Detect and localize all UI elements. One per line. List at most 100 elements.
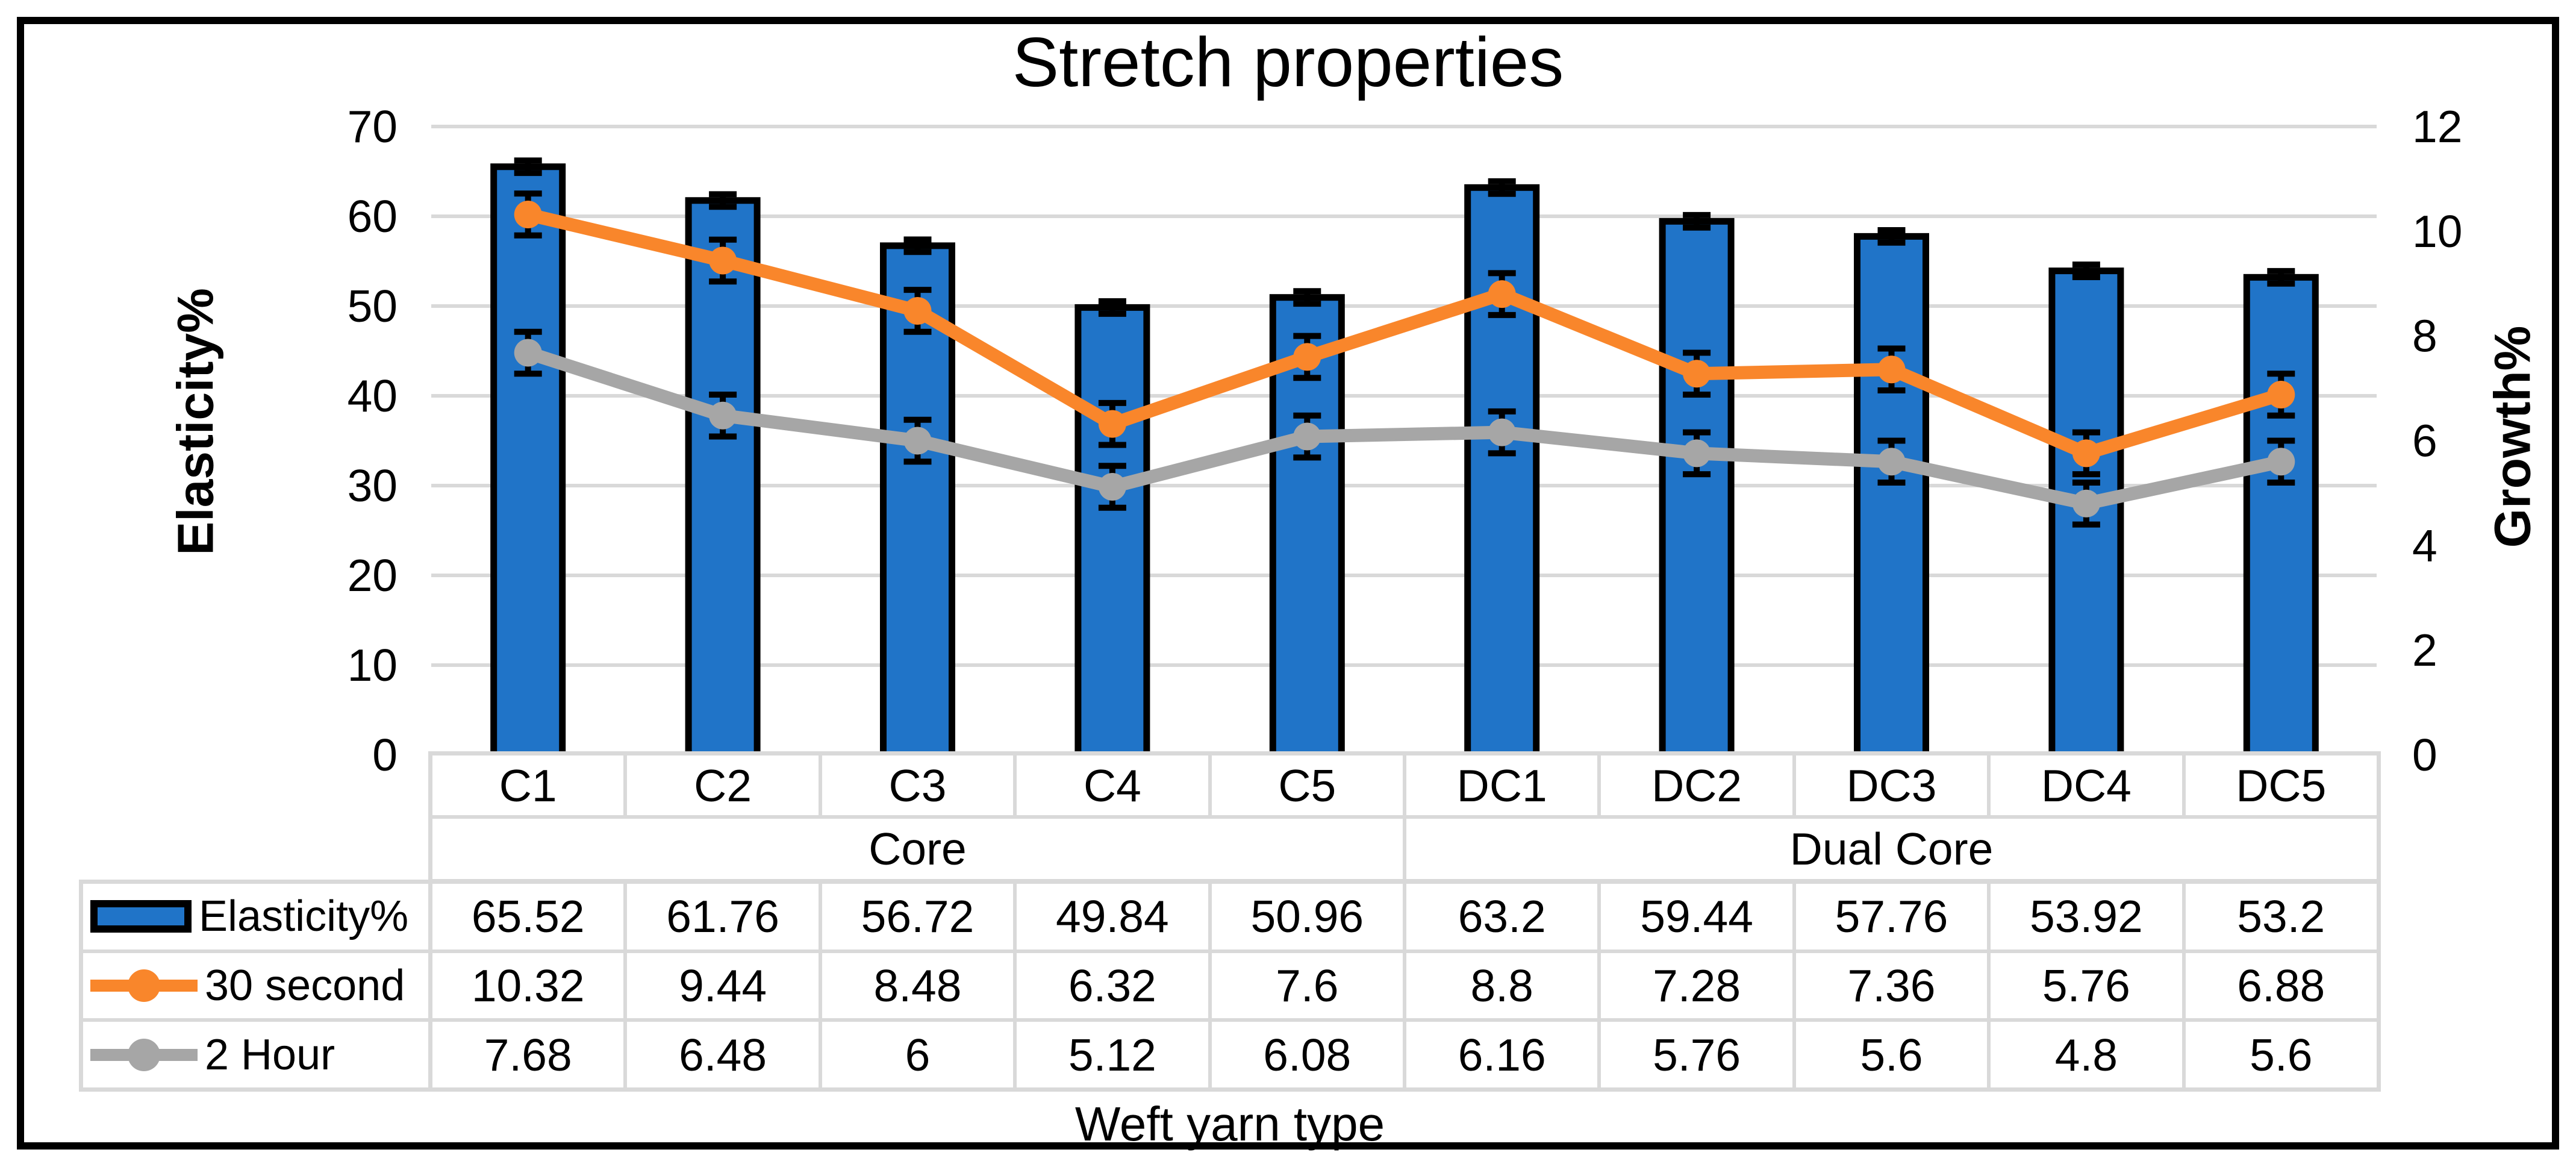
marker-2-hour: [2072, 489, 2100, 518]
left-axis-tick-label: 10: [348, 640, 398, 690]
legend-label: 2 Hour: [205, 1030, 335, 1079]
category-table: C1 C2 C3 C4 C5 DC1 DC2 DC3 DC4 DC5 Core Dual Core: [428, 751, 2381, 883]
right-axis-tick-label: 0: [2412, 730, 2437, 780]
right-axis-tick-label: 2: [2412, 625, 2437, 675]
right-axis-tick-label: 12: [2412, 101, 2462, 152]
legend-column: Elasticity% 30 second 2 Hour: [79, 880, 432, 1092]
line-30-second: [521, 208, 2288, 460]
value-cell-2-hour: 6: [822, 1022, 1014, 1087]
value-cell-2-hour: 5.6: [1795, 1022, 1988, 1087]
category-cell: C3: [822, 755, 1014, 815]
group-cell: Core: [432, 819, 1403, 879]
group-cell: Dual Core: [1406, 819, 2377, 879]
value-cell-30-second: 5.76: [1991, 953, 2182, 1019]
value-cell-elasticity: 53.2: [2185, 884, 2377, 949]
legend-line-swatch: [90, 1037, 198, 1073]
left-axis-tick-label: 20: [348, 550, 398, 601]
marker-2-hour: [903, 427, 932, 455]
category-cell: C4: [1017, 755, 1208, 815]
value-cell-elasticity: 49.84: [1017, 884, 1208, 949]
value-cell-30-second: 8.8: [1406, 953, 1598, 1019]
value-cell-2-hour: 4.8: [1991, 1022, 2182, 1087]
marker-30-second: [1293, 343, 1321, 371]
value-cell-2-hour: 7.68: [432, 1022, 624, 1087]
value-cell-2-hour: 5.76: [1601, 1022, 1792, 1087]
marker-30-second: [1098, 410, 1126, 438]
value-cell-elasticity: 50.96: [1211, 884, 1403, 949]
category-cell: C1: [432, 755, 624, 815]
legend-row-30-second: 30 second: [83, 953, 428, 1019]
value-cell-30-second: 7.28: [1601, 953, 1792, 1019]
bar-elasticity: [685, 197, 761, 762]
value-cell-elasticity: 65.52: [432, 884, 624, 949]
left-axis-tick-label: 0: [372, 730, 398, 780]
chart-title: Stretch properties: [1012, 23, 1564, 101]
marker-30-second: [2267, 381, 2295, 409]
value-cell-30-second: 9.44: [627, 953, 819, 1019]
right-axis-tick-label: 4: [2412, 520, 2437, 571]
legend-row-2-hour: 2 Hour: [83, 1022, 428, 1087]
marker-30-second: [514, 201, 542, 229]
value-cell-elasticity: 56.72: [822, 884, 1014, 949]
marker-2-hour: [1877, 448, 1906, 476]
category-cell: DC3: [1795, 755, 1988, 815]
category-cell: DC4: [1991, 755, 2182, 815]
value-cell-2-hour: 6.08: [1211, 1022, 1403, 1087]
value-cell-elasticity: 53.92: [1991, 884, 2182, 949]
marker-30-second: [709, 246, 737, 275]
legend-line-marker: [128, 1038, 160, 1071]
marker-30-second: [1877, 355, 1906, 384]
bar-elasticity: [1854, 233, 1929, 762]
marker-2-hour: [2267, 448, 2295, 476]
legend-line-swatch: [90, 968, 198, 1004]
marker-2-hour: [1293, 422, 1321, 451]
left-axis-tick-label: 50: [348, 281, 398, 331]
right-axis-tick-label: 10: [2412, 206, 2462, 257]
legend-bar-swatch: [90, 900, 192, 933]
marker-2-hour: [1683, 439, 1711, 468]
left-axis-tick-label: 40: [348, 371, 398, 421]
value-cell-30-second: 7.6: [1211, 953, 1403, 1019]
value-cell-2-hour: 6.16: [1406, 1022, 1598, 1087]
x-axis-title: Weft yarn type: [1074, 1097, 1385, 1151]
value-cell-2-hour: 6.48: [627, 1022, 819, 1087]
marker-30-second: [2072, 439, 2100, 468]
marker-2-hour: [514, 339, 542, 367]
value-cell-30-second: 10.32: [432, 953, 624, 1019]
left-axis-tick-label: 70: [348, 101, 398, 152]
legend-label: Elasticity%: [199, 892, 409, 941]
value-cell-2-hour: 5.12: [1017, 1022, 1208, 1087]
value-cell-30-second: 8.48: [822, 953, 1014, 1019]
value-cell-30-second: 6.88: [2185, 953, 2377, 1019]
bar-elasticity: [490, 163, 566, 762]
value-cell-30-second: 6.32: [1017, 953, 1208, 1019]
marker-2-hour: [1098, 472, 1126, 501]
category-cell: C2: [627, 755, 819, 815]
legend-label: 30 second: [205, 961, 405, 1010]
left-axis-tick-label: 30: [348, 460, 398, 511]
legend-line-marker: [128, 969, 160, 1002]
category-cell: C5: [1211, 755, 1403, 815]
left-axis-tick-label: 60: [348, 191, 398, 242]
right-axis-tick-label: 8: [2412, 311, 2437, 361]
marker-2-hour: [1488, 418, 1516, 446]
bar-elasticity: [1074, 304, 1150, 762]
marker-2-hour: [709, 401, 737, 430]
category-cell: DC1: [1406, 755, 1598, 815]
category-cell: DC2: [1601, 755, 1792, 815]
bar-elasticity: [2243, 274, 2319, 762]
line-2-hour: [521, 346, 2288, 510]
bar-elasticity: [1659, 217, 1735, 762]
value-cell-elasticity: 63.2: [1406, 884, 1598, 949]
marker-30-second: [903, 296, 932, 325]
marker-30-second: [1488, 280, 1516, 308]
marker-30-second: [1683, 360, 1711, 388]
category-cell: DC5: [2185, 755, 2377, 815]
value-cell-elasticity: 59.44: [1601, 884, 1792, 949]
value-cell-2-hour: 5.6: [2185, 1022, 2377, 1087]
value-cell-30-second: 7.36: [1795, 953, 1988, 1019]
legend-row-elasticity: Elasticity%: [83, 884, 428, 949]
value-cell-elasticity: 61.76: [627, 884, 819, 949]
